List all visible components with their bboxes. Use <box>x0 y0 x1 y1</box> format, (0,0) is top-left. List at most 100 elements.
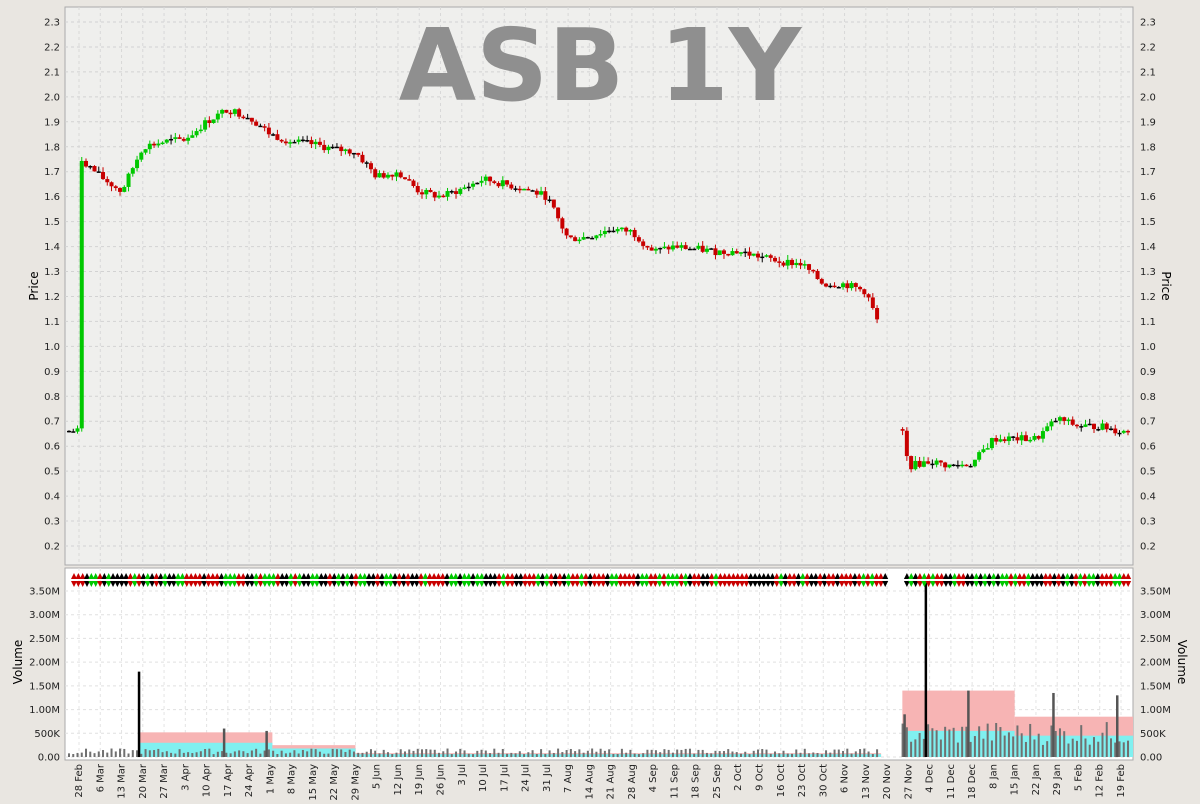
candle-body <box>71 431 76 433</box>
price-tick-right: 0.8 <box>1140 392 1156 403</box>
candle-body <box>700 245 705 252</box>
volume-bar <box>854 751 857 757</box>
signal-arrow-down <box>582 581 589 587</box>
candle-body <box>768 255 773 258</box>
volume-bar <box>263 750 266 757</box>
candle-body <box>492 181 497 184</box>
signal-arrow-up <box>526 573 533 579</box>
signal-arrow-up <box>561 573 568 579</box>
signal-arrow-up <box>183 573 190 579</box>
signal-arrow-down <box>270 581 277 587</box>
volume-tick-right: 2.00M <box>1140 658 1171 669</box>
signal-arrow-up <box>166 573 173 579</box>
signal-arrow-down <box>773 581 780 587</box>
volume-bar <box>531 750 534 757</box>
candle-body <box>794 262 799 266</box>
signal-arrow-up <box>1073 573 1080 579</box>
volume-bar <box>557 748 560 757</box>
candle-body <box>1062 417 1067 421</box>
signal-arrow-down <box>964 581 971 587</box>
signal-arrow-up <box>1060 573 1067 579</box>
signal-arrow-down <box>439 581 446 587</box>
candle-body <box>156 143 161 146</box>
volume-bar <box>208 748 211 757</box>
candle-body <box>373 169 378 178</box>
signal-arrow-up <box>435 573 442 579</box>
volume-bar <box>540 749 543 757</box>
volume-bar <box>250 750 253 757</box>
price-tick-left: 0.2 <box>44 542 60 553</box>
volume-bar <box>795 749 798 757</box>
candle-body <box>79 160 84 429</box>
signal-arrow-up <box>626 573 633 579</box>
candle-body <box>955 464 960 467</box>
signal-arrow-down <box>331 581 338 587</box>
signal-arrow-down <box>175 581 182 587</box>
signal-arrow-up <box>114 573 121 579</box>
candle-body <box>717 250 722 256</box>
signal-arrow-up <box>700 573 707 579</box>
volume-bar <box>705 752 708 757</box>
signal-arrow-down <box>1120 581 1127 587</box>
signal-arrow-up <box>587 573 594 579</box>
signal-arrow-down <box>760 581 767 587</box>
candle-body <box>1070 419 1075 425</box>
candle-body <box>704 248 709 252</box>
signal-arrow-up <box>1068 573 1075 579</box>
candle-body <box>917 460 922 467</box>
candle-body <box>1049 421 1054 427</box>
volume-band-cyan <box>272 748 356 757</box>
volume-bar <box>416 748 419 757</box>
signal-arrow-up <box>1077 573 1084 579</box>
volume-bar <box>535 754 538 757</box>
signal-arrow-down <box>244 581 251 587</box>
candle-body <box>968 465 973 468</box>
candle-body <box>1109 428 1113 431</box>
volume-bar <box>306 751 309 757</box>
volume-bar <box>654 750 657 757</box>
date-tick: 11 Dec <box>946 764 957 799</box>
candle-body <box>288 142 293 144</box>
signal-arrow-down <box>513 581 520 587</box>
volume-bar <box>1058 728 1061 757</box>
signal-arrow-down <box>942 581 949 587</box>
volume-bar <box>276 753 279 757</box>
signal-arrow-down <box>322 581 329 587</box>
candle-body <box>1028 439 1033 442</box>
candle-body <box>347 149 352 154</box>
volume-bar <box>693 753 696 757</box>
signal-arrow-down <box>227 581 234 587</box>
volume-bar <box>323 753 326 757</box>
signal-arrow-down <box>873 581 880 587</box>
candle-body <box>551 199 556 208</box>
candle-body <box>271 134 276 136</box>
volume-bar <box>80 752 83 757</box>
price-tick-left: 0.5 <box>44 467 60 478</box>
volume-bar <box>829 752 832 757</box>
candle-body <box>1023 435 1028 442</box>
candle-body <box>517 188 522 191</box>
signal-arrow-down <box>478 581 485 587</box>
candle-body <box>564 228 569 236</box>
candle-body <box>118 188 123 192</box>
volume-bar <box>136 750 139 757</box>
signal-arrow-up <box>760 573 767 579</box>
signal-arrow-down <box>526 581 533 587</box>
signal-arrow-down <box>205 581 212 587</box>
signal-arrow-up <box>669 573 676 579</box>
signal-arrow-up <box>995 573 1002 579</box>
signal-arrow-up <box>335 573 342 579</box>
candle-body <box>143 149 148 153</box>
date-tick: 21 Aug <box>606 764 617 799</box>
volume-bar <box>842 750 845 757</box>
signal-arrow-down <box>457 581 464 587</box>
signal-arrow-down <box>196 581 203 587</box>
candle-body <box>738 252 743 254</box>
candle-body <box>126 173 131 187</box>
signal-arrow-up <box>1003 573 1010 579</box>
volume-bar <box>552 752 555 757</box>
candle-body <box>424 189 429 195</box>
date-tick: 6 Mar <box>95 763 106 792</box>
signal-arrow-up <box>352 573 359 579</box>
signal-arrow-up <box>118 573 125 579</box>
